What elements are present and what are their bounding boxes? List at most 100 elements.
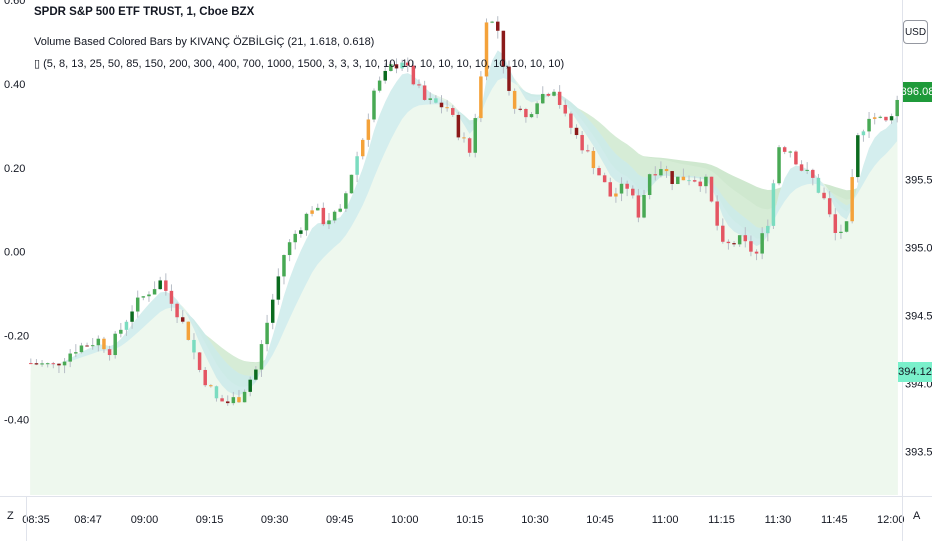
- right-axis[interactable]: 395.50395.00394.50394.00393.50: [905, 175, 932, 459]
- right-axis-tick-label: 395.00: [905, 243, 932, 255]
- candle-body: [732, 243, 736, 245]
- candle-body: [631, 188, 635, 196]
- candle-body: [692, 180, 697, 182]
- symbol-legend[interactable]: SPDR S&P 500 ETF TRUST, 1, Cboe BZX: [34, 6, 255, 18]
- candle-body: [259, 344, 264, 370]
- time-axis-tick-label: 09:00: [131, 514, 159, 526]
- candle-body: [524, 109, 528, 118]
- time-axis-tick-label: 10:45: [586, 514, 614, 526]
- candle-body: [394, 64, 399, 69]
- candle-body: [327, 220, 331, 225]
- candle-body: [872, 117, 877, 119]
- candle-body: [107, 349, 112, 356]
- indicator-legend[interactable]: Volume Based Colored Bars by KIVANÇ ÖZBİ…: [34, 36, 375, 48]
- candle-body: [214, 386, 219, 399]
- candle-body: [878, 116, 883, 118]
- candle-body: [141, 296, 146, 298]
- auto-scale-button[interactable]: A: [913, 510, 921, 522]
- candle-body: [237, 397, 241, 403]
- candle-body: [254, 369, 258, 380]
- candle-body: [124, 321, 129, 330]
- candle-body: [681, 176, 686, 181]
- candle-body: [664, 169, 669, 172]
- candle-body: [557, 91, 562, 105]
- candle-body: [586, 150, 590, 152]
- candle-body: [282, 255, 286, 277]
- candle-body: [287, 242, 292, 256]
- right-axis-tick-label: 393.50: [905, 446, 932, 458]
- ma-ribbon-legend[interactable]: ▯ (5, 8, 13, 25, 50, 85, 150, 200, 300, …: [34, 58, 565, 70]
- candle-body: [180, 317, 185, 322]
- candle-body: [850, 177, 854, 222]
- candle-body: [135, 297, 140, 312]
- candle-body: [721, 225, 725, 242]
- candle-body: [535, 103, 539, 115]
- candle-body: [467, 138, 472, 153]
- candle-body: [456, 114, 461, 138]
- candle-body: [349, 174, 354, 194]
- candle-body: [709, 176, 714, 202]
- candle-body: [428, 98, 432, 100]
- candle-body: [270, 299, 275, 323]
- candle-body: [377, 80, 382, 91]
- candle-body: [580, 135, 584, 151]
- candle-body: [315, 207, 320, 211]
- candle-body: [676, 176, 680, 184]
- candle-body: [754, 251, 759, 254]
- candle-body: [766, 225, 770, 234]
- candle-body: [411, 65, 416, 85]
- candle-body: [749, 241, 753, 252]
- candle-body: [794, 151, 798, 165]
- candle-body: [614, 193, 618, 197]
- candle-body: [529, 114, 534, 118]
- candle-body: [569, 113, 573, 128]
- zoom-toggle-button[interactable]: Z: [7, 510, 14, 522]
- candle-body: [507, 66, 511, 91]
- left-axis-tick-label: 0.40: [4, 79, 25, 91]
- candle-body: [158, 280, 162, 290]
- time-axis-tick-label: 09:45: [326, 514, 354, 526]
- candle-body: [760, 233, 764, 254]
- crosshair-price-label: 394.12: [898, 362, 932, 382]
- candle-body: [777, 147, 781, 184]
- candle-body: [147, 294, 151, 297]
- candle-body: [51, 363, 56, 365]
- time-axis-tick-label: 11:30: [765, 514, 792, 526]
- candle-body: [827, 198, 832, 215]
- candle-body: [811, 169, 815, 178]
- time-axis-tick-label: 08:35: [22, 514, 50, 526]
- candle-body: [113, 333, 117, 356]
- candle-body: [383, 70, 387, 81]
- candle-body: [451, 108, 455, 115]
- candle-body: [417, 84, 421, 86]
- candle-body: [34, 363, 39, 365]
- last-price-label: 396.08: [901, 82, 932, 102]
- candle-body: [338, 208, 342, 212]
- time-axis-tick-label: 09:30: [261, 514, 289, 526]
- candle-body: [805, 169, 809, 171]
- candle-body: [602, 175, 607, 183]
- candle-body: [57, 363, 61, 366]
- candle-body: [670, 171, 674, 184]
- candle-body: [541, 93, 545, 104]
- candle-body: [462, 137, 466, 139]
- ma-ribbon-short-band: [30, 50, 898, 396]
- currency-button[interactable]: USD: [903, 20, 928, 44]
- candle-body: [816, 177, 821, 193]
- candle-body: [737, 235, 742, 245]
- candle-group: [29, 21, 899, 404]
- candle-body: [642, 195, 646, 218]
- ma-ribbon-group: [28, 0, 900, 496]
- candle-body: [45, 363, 50, 365]
- candle-body: [884, 116, 888, 121]
- time-axis-tick-label: 10:15: [456, 514, 484, 526]
- candle-body: [704, 176, 708, 187]
- candle-body: [698, 181, 703, 187]
- candle-body: [512, 90, 517, 109]
- candle-body: [68, 353, 72, 362]
- candle-body: [74, 352, 78, 354]
- time-axis[interactable]: 08:35 08:47 09:00 09:15 09:30 09:45 10:00 10:15…: [22, 514, 904, 526]
- candle-body: [175, 303, 179, 318]
- candle-body: [119, 329, 123, 334]
